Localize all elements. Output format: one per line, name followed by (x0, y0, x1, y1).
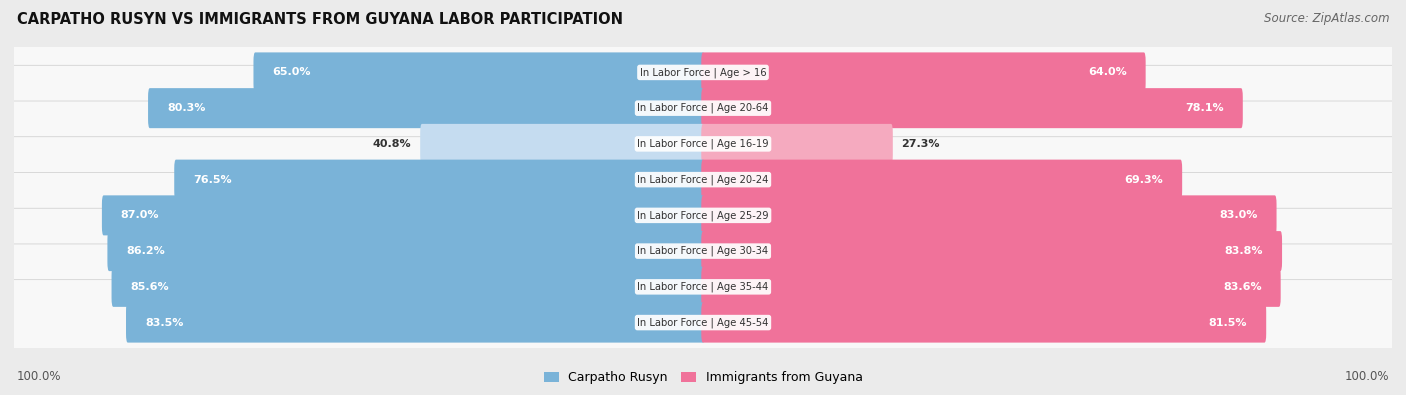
FancyBboxPatch shape (0, 101, 1406, 187)
FancyBboxPatch shape (101, 196, 704, 235)
Text: 64.0%: 64.0% (1088, 68, 1126, 77)
Text: In Labor Force | Age 20-24: In Labor Force | Age 20-24 (637, 174, 769, 185)
Text: 76.5%: 76.5% (193, 175, 232, 184)
FancyBboxPatch shape (148, 88, 704, 128)
Text: 65.0%: 65.0% (273, 68, 311, 77)
Text: In Labor Force | Age 25-29: In Labor Force | Age 25-29 (637, 210, 769, 221)
FancyBboxPatch shape (0, 208, 1406, 294)
Text: 27.3%: 27.3% (901, 139, 941, 149)
Text: 78.1%: 78.1% (1185, 103, 1223, 113)
Text: 100.0%: 100.0% (17, 370, 62, 383)
FancyBboxPatch shape (0, 65, 1406, 151)
Text: In Labor Force | Age 35-44: In Labor Force | Age 35-44 (637, 282, 769, 292)
FancyBboxPatch shape (107, 231, 704, 271)
Text: In Labor Force | Age 30-34: In Labor Force | Age 30-34 (637, 246, 769, 256)
Text: 83.0%: 83.0% (1219, 211, 1257, 220)
Text: Source: ZipAtlas.com: Source: ZipAtlas.com (1264, 12, 1389, 25)
FancyBboxPatch shape (702, 231, 1282, 271)
FancyBboxPatch shape (111, 267, 704, 307)
Text: 85.6%: 85.6% (131, 282, 169, 292)
Text: 87.0%: 87.0% (121, 211, 159, 220)
Text: 86.2%: 86.2% (127, 246, 165, 256)
FancyBboxPatch shape (702, 124, 893, 164)
FancyBboxPatch shape (702, 267, 1281, 307)
Text: CARPATHO RUSYN VS IMMIGRANTS FROM GUYANA LABOR PARTICIPATION: CARPATHO RUSYN VS IMMIGRANTS FROM GUYANA… (17, 12, 623, 27)
FancyBboxPatch shape (702, 53, 1146, 92)
Text: In Labor Force | Age 16-19: In Labor Force | Age 16-19 (637, 139, 769, 149)
FancyBboxPatch shape (702, 160, 1182, 199)
FancyBboxPatch shape (0, 244, 1406, 330)
FancyBboxPatch shape (702, 196, 1277, 235)
Text: 40.8%: 40.8% (373, 139, 412, 149)
Text: In Labor Force | Age > 16: In Labor Force | Age > 16 (640, 67, 766, 78)
FancyBboxPatch shape (702, 88, 1243, 128)
Text: 100.0%: 100.0% (1344, 370, 1389, 383)
Text: 83.6%: 83.6% (1223, 282, 1261, 292)
FancyBboxPatch shape (702, 303, 1267, 342)
FancyBboxPatch shape (0, 173, 1406, 258)
FancyBboxPatch shape (174, 160, 704, 199)
FancyBboxPatch shape (127, 303, 704, 342)
Text: 69.3%: 69.3% (1125, 175, 1163, 184)
Text: 83.8%: 83.8% (1225, 246, 1263, 256)
Legend: Carpatho Rusyn, Immigrants from Guyana: Carpatho Rusyn, Immigrants from Guyana (538, 367, 868, 389)
FancyBboxPatch shape (0, 280, 1406, 365)
FancyBboxPatch shape (0, 30, 1406, 115)
Text: In Labor Force | Age 45-54: In Labor Force | Age 45-54 (637, 317, 769, 328)
FancyBboxPatch shape (420, 124, 704, 164)
FancyBboxPatch shape (253, 53, 704, 92)
Text: 80.3%: 80.3% (167, 103, 205, 113)
FancyBboxPatch shape (0, 137, 1406, 222)
Text: 83.5%: 83.5% (145, 318, 183, 327)
Text: In Labor Force | Age 20-64: In Labor Force | Age 20-64 (637, 103, 769, 113)
Text: 81.5%: 81.5% (1209, 318, 1247, 327)
